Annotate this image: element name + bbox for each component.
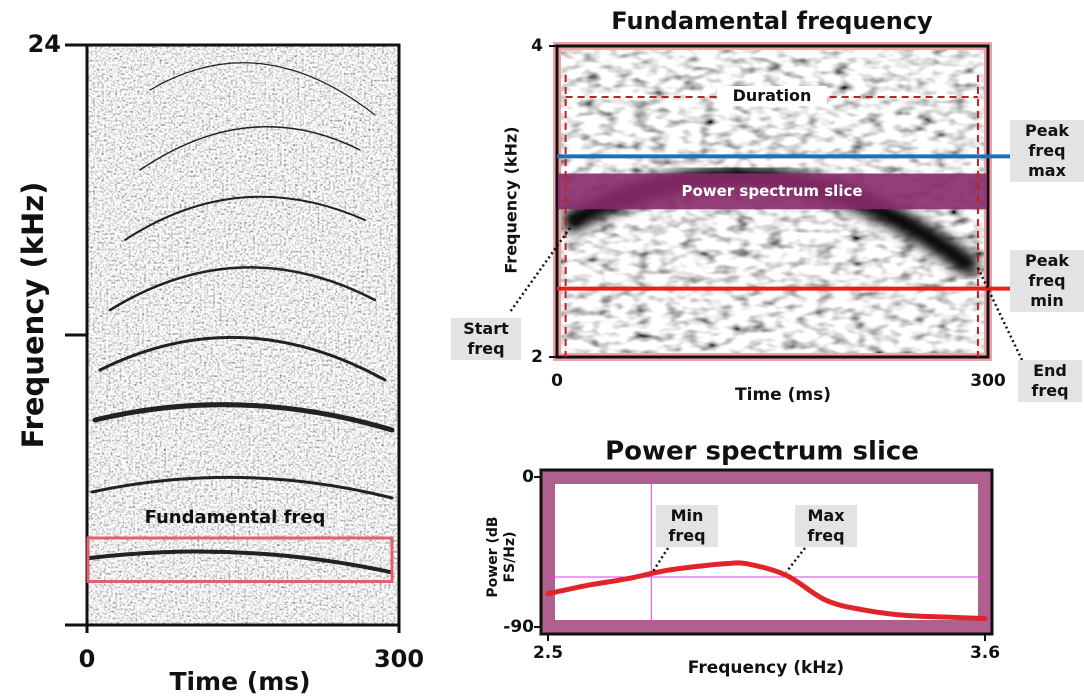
start-label: Start freq (451, 318, 521, 360)
y-tick-label: 0 (522, 467, 534, 487)
x-tick-label: 3.6 (970, 643, 1000, 663)
end-pointer (976, 267, 1024, 361)
plot-frame (541, 470, 992, 634)
y-tick-label: 2 (531, 347, 543, 367)
x-tick-label: 0 (79, 645, 96, 673)
y-axis-label: Frequency (kHz) (16, 182, 50, 449)
x-axis-label: Time (ms) (735, 385, 831, 405)
x-axis-label: Frequency (kHz) (688, 658, 844, 678)
duration-label: Duration (717, 86, 827, 106)
x-tick-label: 0 (551, 371, 563, 391)
peak-max-label: Peak freq max (1010, 120, 1084, 182)
x-axis-label: Time (ms) (169, 667, 310, 696)
plot-frame (555, 44, 990, 359)
fundamental-box (86, 536, 394, 583)
spectrogram-image (87, 45, 399, 625)
title: Power spectrum slice (605, 437, 919, 467)
min-pointer (652, 547, 670, 572)
y-tick-label: 4 (531, 36, 543, 56)
y-tick-label: -90 (503, 617, 534, 637)
y-tick-label: 24 (28, 30, 61, 58)
slice-band (558, 173, 987, 210)
annotation: Fundamental freq (145, 507, 326, 528)
x-tick-label: 2.5 (533, 643, 563, 663)
x-tick-label: 300 (970, 371, 1006, 391)
slice-label: Power spectrum slice (681, 182, 862, 200)
min-label: Min freq (656, 505, 718, 547)
title: Fundamental frequency (611, 7, 933, 35)
start-pointer (508, 227, 572, 313)
end-label: End freq (1018, 360, 1082, 402)
plot-frame (539, 468, 994, 636)
max-pointer (785, 547, 806, 573)
power-line (545, 560, 988, 622)
y-axis-label: Power (dB FS/Hz) (485, 516, 518, 598)
x-tick-label: 300 (374, 645, 424, 673)
peak-min-label: Peak freq min (1010, 250, 1084, 312)
y-axis-label: Frequency (kHz) (502, 126, 521, 273)
max-label: Max freq (795, 505, 857, 547)
